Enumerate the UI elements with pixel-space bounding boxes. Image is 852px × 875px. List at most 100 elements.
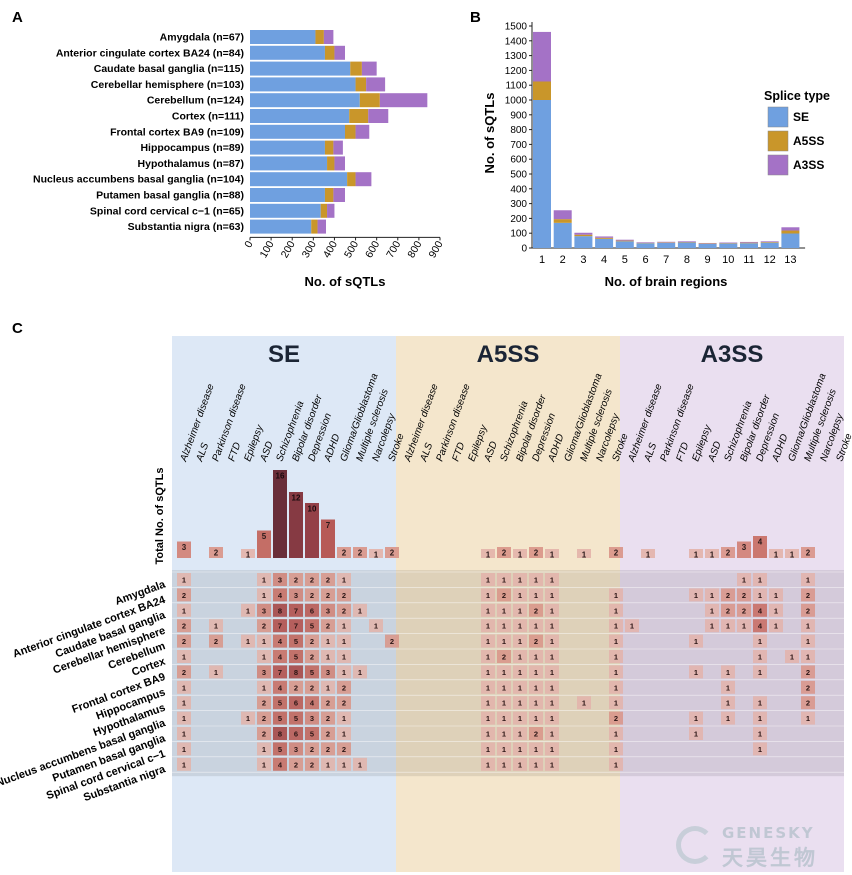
heat-cell (721, 680, 735, 694)
heat-cell-value: 1 (726, 714, 730, 723)
bar-b-se (636, 243, 655, 248)
heat-cell (529, 634, 543, 648)
heat-cell (177, 696, 191, 710)
bar-b-a5ss (740, 242, 758, 244)
heat-cell (497, 650, 511, 663)
tick-label-a-x: 900 (426, 239, 445, 260)
group-title-se: SE (268, 341, 300, 368)
heat-cell-value: 4 (278, 591, 283, 600)
total-bar (305, 503, 319, 558)
heat-cell-value: 1 (518, 745, 522, 754)
heat-cell (513, 757, 527, 771)
heat-cell-value: 2 (326, 576, 330, 585)
heat-cell-value: 1 (534, 622, 538, 631)
legend-swatch-a5ss (767, 130, 789, 152)
heat-cell (705, 619, 719, 633)
heat-cell (545, 727, 559, 740)
xlabel-a: No. of sQTLs (305, 274, 386, 289)
heat-cell (305, 573, 319, 586)
heat-cell (545, 680, 559, 694)
heat-cell-value: 1 (550, 606, 554, 615)
heat-cell (177, 619, 191, 633)
heat-cell-value: 1 (758, 730, 762, 739)
heat-cell-value: 1 (710, 591, 714, 600)
heat-cell (481, 619, 495, 633)
heat-cell (273, 665, 287, 679)
heat-cell (481, 634, 495, 648)
heat-cell (753, 742, 767, 756)
heat-cell (289, 711, 303, 725)
total-bar (273, 470, 287, 558)
heat-cell (689, 727, 703, 740)
heat-cell (689, 665, 703, 679)
total-bar (785, 549, 799, 558)
heat-cell (305, 619, 319, 633)
heat-cell (545, 665, 559, 679)
heat-cell (273, 727, 287, 740)
heat-cell-value: 1 (502, 745, 506, 754)
chart-b-stacked-bars: 0 100 200 300 400 500 600 700 800 900 1000 1100 1200… (482, 22, 830, 290)
heat-cell-value: 2 (614, 714, 618, 723)
total-value: 1 (646, 551, 651, 560)
bar-a-a5ss (347, 172, 356, 187)
heat-cell (273, 603, 287, 617)
heat-cell (609, 757, 623, 771)
heat-cell (481, 727, 495, 740)
tick-label-b-y: 1200 (505, 66, 528, 77)
heat-cell (753, 727, 767, 740)
tick-label-b-x: 11 (743, 254, 754, 266)
bar-a-se (250, 124, 345, 139)
ylabel-a-category: Cerebellar hemisphere (n=103) (91, 79, 244, 91)
bar-b-se (595, 238, 614, 248)
heat-cell (497, 696, 511, 710)
total-bar (257, 530, 271, 558)
total-value: 1 (374, 551, 379, 560)
heat-cell-value: 1 (182, 653, 186, 662)
bar-b-a3ss (677, 241, 696, 243)
heat-cell (177, 727, 191, 740)
heat-cell (769, 619, 783, 633)
heat-cell (545, 696, 559, 710)
tick-label-b-y: 1300 (505, 51, 528, 62)
bar-a-a3ss (333, 140, 343, 155)
heat-cell-value: 1 (518, 576, 522, 585)
heat-cell-value: 3 (262, 606, 266, 615)
heat-cell-value: 1 (790, 653, 794, 662)
tick-label-b-y: 1000 (505, 96, 528, 107)
heat-cell-value: 1 (806, 576, 810, 585)
heat-cell-value: 1 (246, 637, 250, 646)
heat-cell-value: 4 (278, 637, 283, 646)
heat-cell (177, 680, 191, 694)
heat-cell-value: 2 (326, 730, 330, 739)
legend-title: Splice type (764, 89, 830, 103)
heat-cell-value: 1 (502, 714, 506, 723)
tick-label-a-x: 0 (242, 239, 255, 250)
heat-cell (497, 603, 511, 617)
heat-cell (801, 573, 815, 586)
heat-cell (545, 603, 559, 617)
heat-cell-value: 1 (742, 622, 746, 631)
heat-cell-value: 2 (310, 653, 314, 662)
heat-cell-value: 1 (182, 714, 186, 723)
total-bar (801, 547, 815, 558)
bar-b-se (657, 242, 676, 248)
tick-label-b-y: 1100 (505, 81, 527, 92)
heat-cell (753, 573, 767, 586)
total-value: 1 (550, 551, 555, 560)
heat-cell (513, 634, 527, 648)
heat-cell (609, 588, 623, 602)
total-value: 1 (486, 551, 491, 560)
heat-cell (705, 588, 719, 602)
heat-cell-value: 1 (502, 683, 506, 692)
heat-cell-value: 2 (182, 591, 186, 600)
heat-cell (753, 650, 767, 663)
bar-a-a3ss (361, 61, 377, 76)
heat-cell-value: 3 (294, 591, 298, 600)
bar-a-se (250, 140, 325, 155)
heat-cell (769, 588, 783, 602)
heat-cell-value: 2 (534, 606, 538, 615)
heat-cell-value: 1 (550, 699, 554, 708)
heat-cell-value: 1 (502, 730, 506, 739)
heat-cell (321, 696, 335, 710)
heat-cell-value: 1 (182, 683, 186, 692)
